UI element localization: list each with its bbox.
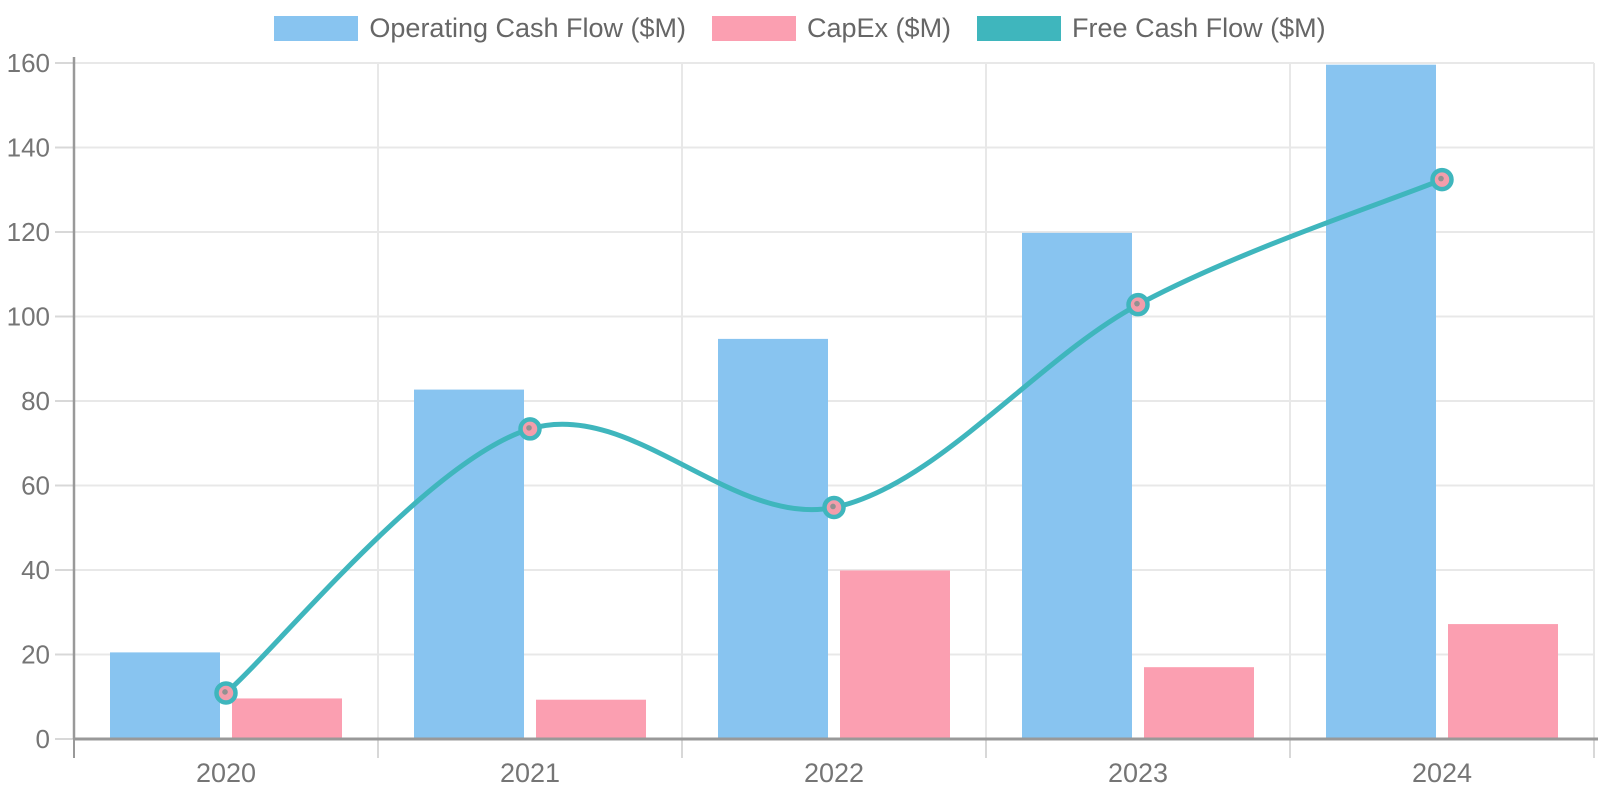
legend-item-free-cash-flow[interactable]: Free Cash Flow ($M) [977, 13, 1326, 44]
legend-swatch-free-cash-flow-icon [977, 16, 1062, 41]
y-axis-tick-label: 120 [7, 217, 50, 247]
bar-capex-2023[interactable] [1144, 667, 1254, 739]
free-cash-flow-point-dot [1438, 175, 1444, 182]
y-axis-tick-label: 140 [7, 133, 50, 163]
legend-item-capex[interactable]: CapEx ($M) [712, 13, 951, 44]
legend-label-operating-cash-flow: Operating Cash Flow ($M) [369, 13, 687, 43]
legend-label-capex: CapEx ($M) [807, 13, 952, 43]
legend-item-operating-cash-flow[interactable]: Operating Cash Flow ($M) [274, 13, 686, 44]
x-axis-label-2020: 2020 [196, 758, 256, 788]
x-axis-label-2023: 2023 [1108, 758, 1168, 788]
bar-operating-cash-flow-2023[interactable] [1022, 232, 1132, 739]
legend-swatch-capex-icon [712, 16, 797, 41]
legend-swatch-operating-cash-flow-icon [274, 16, 359, 41]
y-axis-tick-label: 0 [36, 724, 50, 754]
y-axis-tick-label: 80 [21, 386, 50, 416]
y-axis-tick-label: 20 [21, 640, 50, 670]
free-cash-flow-point-dot [222, 689, 228, 695]
bar-operating-cash-flow-2021[interactable] [414, 389, 524, 739]
bar-capex-2022[interactable] [840, 570, 950, 739]
x-axis-label-2021: 2021 [500, 758, 560, 788]
x-axis-label-2022: 2022 [804, 758, 864, 788]
free-cash-flow-point-dot [830, 503, 836, 510]
free-cash-flow-point-dot [526, 425, 532, 431]
y-axis-tick-label: 160 [7, 48, 50, 78]
bar-operating-cash-flow-2024[interactable] [1326, 64, 1436, 739]
legend-label-free-cash-flow: Free Cash Flow ($M) [1072, 13, 1326, 43]
bar-operating-cash-flow-2020[interactable] [110, 652, 220, 739]
y-axis-tick-label: 60 [21, 471, 50, 501]
free-cash-flow-point-dot [1134, 300, 1140, 307]
chart-legend: Operating Cash Flow ($M) CapEx ($M) Free… [0, 13, 1600, 44]
bar-capex-2021[interactable] [536, 699, 646, 739]
y-axis-tick-label: 100 [7, 302, 50, 332]
bar-capex-2020[interactable] [232, 698, 342, 739]
free-cash-flow-line[interactable] [223, 177, 1445, 696]
bar-capex-2024[interactable] [1448, 624, 1558, 739]
y-axis-tick-label: 40 [21, 555, 50, 585]
x-axis-label-2024: 2024 [1412, 758, 1472, 788]
bar-operating-cash-flow-2022[interactable] [718, 338, 828, 739]
